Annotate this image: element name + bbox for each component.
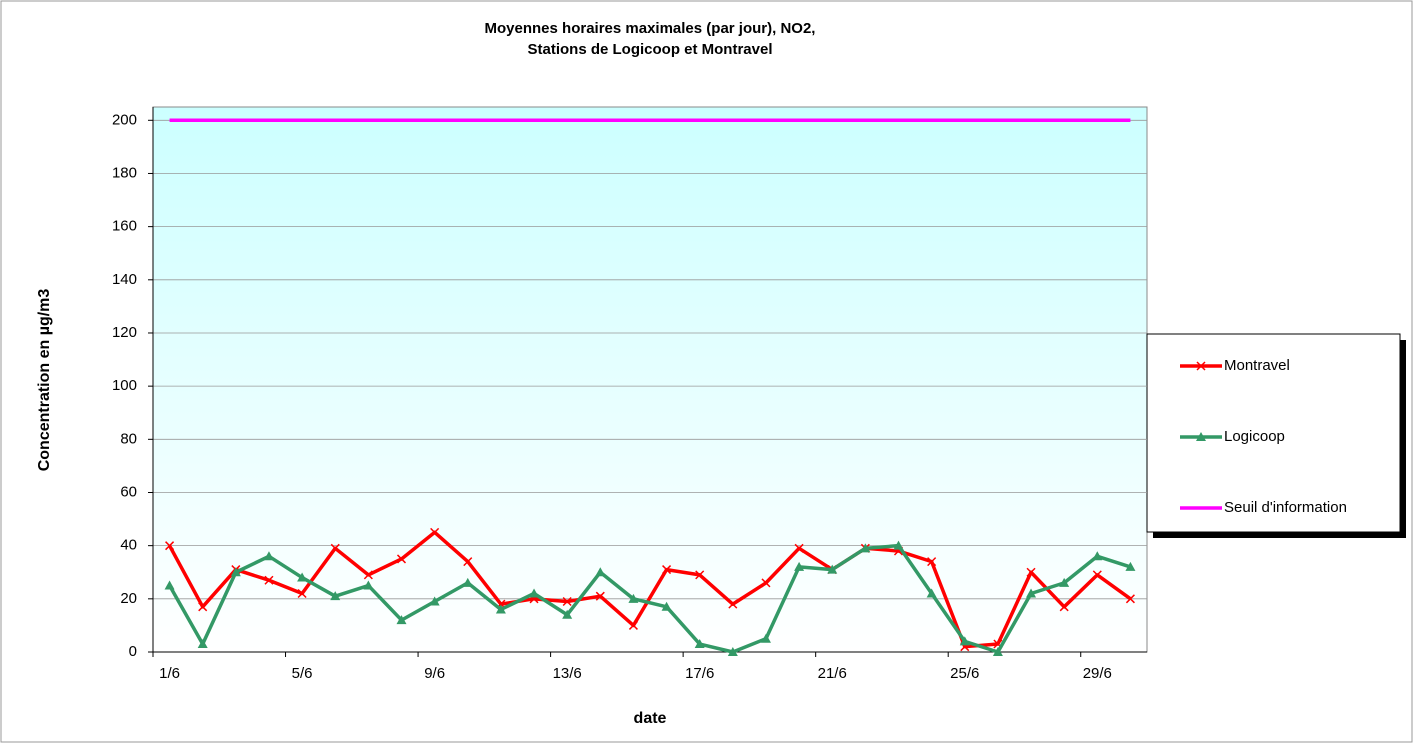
data-point: [695, 570, 705, 580]
x-tick-label: 9/6: [424, 665, 445, 682]
y-tick-label: 140: [112, 271, 137, 288]
y-tick-label: 60: [120, 483, 137, 500]
y-axis-title: Concentration en µg/m3: [36, 289, 53, 472]
data-point: [927, 557, 937, 567]
data-point: [959, 636, 970, 646]
y-tick-label: 0: [129, 643, 137, 660]
series-line: [168, 530, 1132, 649]
series-line: [168, 543, 1131, 654]
data-point: [230, 567, 241, 577]
data-point: [363, 570, 373, 580]
data-point: [396, 615, 407, 625]
data-point: [529, 588, 540, 598]
data-point: [363, 580, 374, 590]
legend-box: [1146, 333, 1401, 533]
y-tick-label: 20: [120, 590, 137, 607]
chart-title: Moyennes horaires maximales (par jour), …: [485, 20, 816, 37]
y-tick-label: 160: [112, 218, 137, 235]
data-point: [694, 639, 705, 649]
data-point: [197, 639, 208, 649]
data-point: [495, 604, 506, 614]
y-tick-label: 80: [120, 430, 137, 447]
data-point: [760, 633, 771, 643]
data-point: [429, 596, 440, 606]
data-point: [992, 647, 1003, 656]
data-point: [263, 551, 274, 561]
legend-marker: [1196, 361, 1206, 371]
data-point: [595, 567, 606, 577]
data-point: [297, 572, 308, 582]
x-tick-label: 13/6: [553, 665, 582, 682]
data-point: [396, 554, 407, 564]
data-point: [893, 540, 904, 550]
data-point: [198, 602, 208, 612]
data-point: [264, 575, 274, 585]
data-point: [1092, 570, 1102, 580]
data-point: [628, 620, 638, 630]
data-point: [926, 588, 937, 598]
data-point: [827, 564, 838, 574]
data-point: [1059, 577, 1070, 587]
x-tick-label: 1/6: [159, 665, 180, 682]
data-point: [165, 541, 175, 551]
data-point: [562, 609, 573, 619]
data-point: [794, 543, 804, 553]
data-point: [727, 647, 738, 656]
data-point: [662, 565, 672, 575]
data-point: [761, 578, 771, 588]
data-point: [164, 580, 175, 590]
data-point: [1125, 561, 1136, 571]
data-point: [1026, 588, 1037, 598]
data-point: [595, 591, 605, 601]
data-point: [794, 561, 805, 571]
data-point: [628, 593, 639, 603]
x-axis-title: date: [634, 710, 667, 727]
data-point: [297, 588, 307, 599]
data-point: [1092, 551, 1103, 561]
y-tick-label: 200: [112, 111, 137, 128]
data-point: [462, 577, 473, 587]
data-point: [728, 599, 738, 609]
x-tick-label: 17/6: [685, 665, 714, 682]
x-tick-label: 5/6: [292, 665, 313, 682]
x-tick-label: 29/6: [1083, 665, 1112, 682]
x-tick-label: 25/6: [950, 665, 979, 682]
legend-label: Montravel: [1224, 357, 1290, 374]
data-point: [1059, 602, 1069, 612]
legend-label: Seuil d'information: [1224, 499, 1347, 516]
y-tick-label: 40: [120, 537, 137, 554]
data-point: [330, 591, 341, 601]
chart-title: Stations de Logicoop et Montravel: [527, 41, 772, 58]
y-tick-label: 100: [112, 377, 137, 394]
data-point: [562, 596, 572, 607]
legend-label: Logicoop: [1224, 428, 1285, 445]
x-tick-label: 21/6: [818, 665, 847, 682]
legend-marker: [1196, 432, 1206, 441]
y-tick-label: 180: [112, 164, 137, 181]
y-tick-label: 120: [112, 324, 137, 341]
data-point: [860, 543, 871, 553]
data-point: [330, 543, 340, 553]
data-point: [1026, 567, 1036, 577]
data-point: [463, 557, 473, 567]
data-point: [661, 601, 672, 611]
plot-area: [152, 106, 1148, 653]
data-point: [430, 527, 440, 537]
data-point: [1125, 594, 1135, 604]
